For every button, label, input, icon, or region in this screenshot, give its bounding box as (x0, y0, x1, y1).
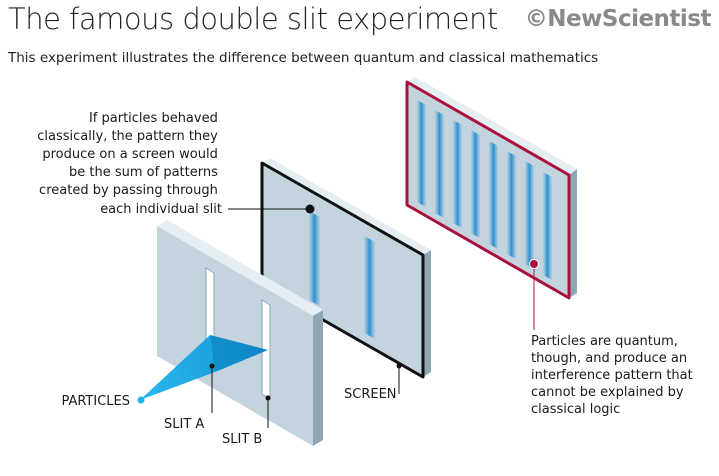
interference-fringe (543, 172, 552, 280)
particles-marker-dot (137, 396, 145, 404)
classical-fringe-b (364, 236, 375, 339)
page-subtitle: This experiment illustrates the differen… (8, 50, 599, 66)
interference-fringes (417, 100, 552, 280)
interference-fringe (435, 110, 444, 218)
quantum-annotation-line: interference pattern that (531, 368, 693, 383)
screen-face (260, 161, 425, 379)
quantum-annotation-line: cannot be explained by (531, 385, 684, 400)
slit-plate-top (157, 220, 323, 316)
classical-annotation-line: classically, the pattern they (37, 129, 218, 144)
quantum-marker-dot (529, 259, 539, 269)
quantum-interference-screen (405, 77, 577, 300)
quantum-annotation-line: though, and produce an (531, 351, 687, 366)
interference-fringe (417, 100, 426, 207)
interference-fringe (489, 141, 498, 249)
screen-label: SCREEN (344, 387, 397, 402)
classical-screen (260, 158, 431, 379)
interference-fringe (453, 120, 462, 228)
quantum-annotation-line: classical logic (531, 402, 620, 417)
slit-a-label: SLIT A (164, 417, 204, 432)
slit-b-marker-dot (265, 395, 271, 401)
slit-plate-face (157, 226, 313, 446)
particles-label: PARTICLES (61, 394, 130, 409)
screen-side (423, 250, 431, 377)
classical-annotation-line: produce on a screen would (42, 147, 218, 162)
classical-annotation-line: be the sum of patterns (69, 165, 218, 180)
slit-plate-side (313, 310, 323, 446)
screen-top (262, 158, 431, 255)
interference-fringe (507, 151, 516, 259)
page-title: The famous double slit experiment (8, 2, 498, 36)
quantum-annotation-line: Particles are quantum, (531, 334, 678, 349)
classical-marker-dot (305, 204, 315, 214)
slit-b-label: SLIT B (222, 432, 262, 447)
classical-annotation-line: created by passing through (39, 183, 218, 198)
classical-annotation-line: each individual slit (100, 202, 222, 217)
quantum-screen-top (407, 77, 577, 175)
interference-fringe (525, 161, 534, 269)
classical-fringe-a (309, 211, 320, 306)
classical-annotation-line: If particles behaved (89, 111, 218, 126)
slit-a-marker-dot (209, 363, 215, 369)
interference-fringe (471, 130, 480, 238)
quantum-screen-side (569, 169, 577, 298)
particle-beam-shadow (210, 335, 268, 372)
classical-annotation: If particles behaved classically, the pa… (37, 111, 222, 217)
quantum-annotation: Particles are quantum, though, and produ… (531, 334, 697, 417)
brand-logo: ©NewScientist (524, 6, 712, 32)
screen-marker-dot (396, 363, 402, 369)
